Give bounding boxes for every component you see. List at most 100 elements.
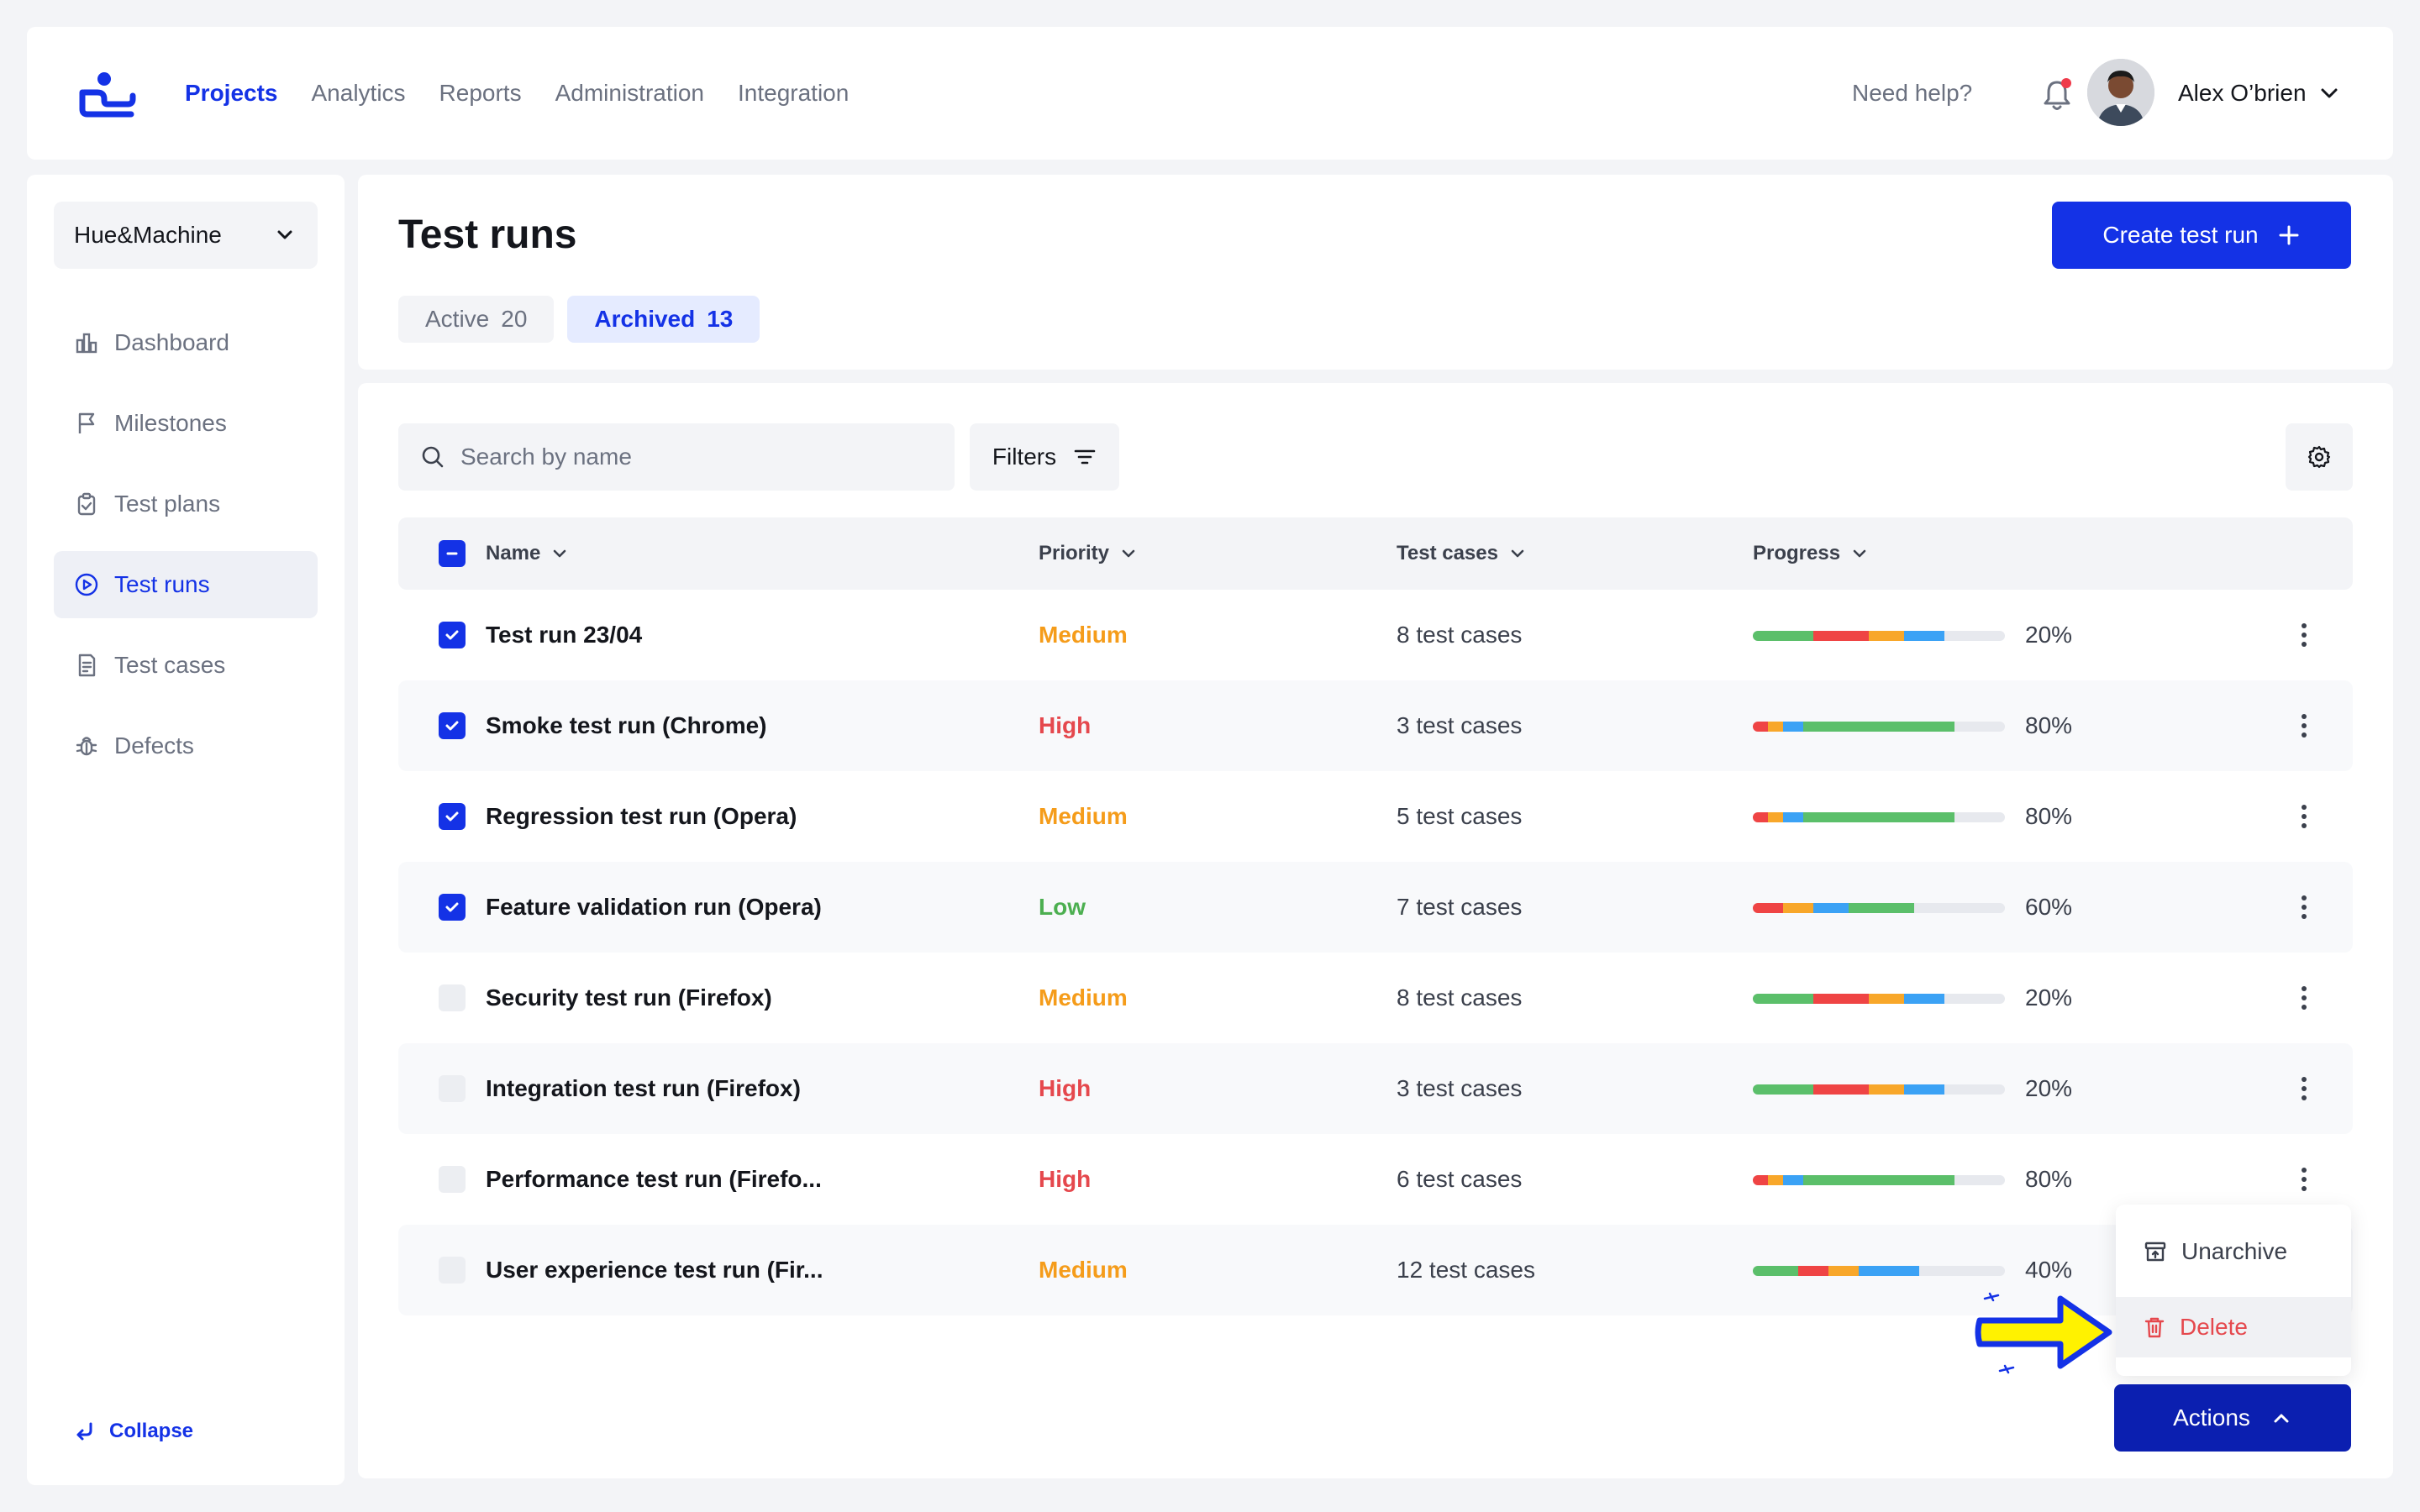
chevron-up-icon (2274, 1414, 2289, 1423)
document-icon (78, 654, 96, 677)
progress-percent: 20% (2025, 984, 2073, 1011)
row-more-button[interactable] (2289, 1074, 2319, 1104)
table-row[interactable]: Regression test run (Opera) Medium 5 test … (398, 771, 2353, 862)
user-avatar[interactable] (2087, 59, 2154, 126)
row-more-button[interactable] (2289, 892, 2319, 922)
row-checkbox[interactable] (439, 803, 466, 830)
run-name[interactable]: Security test run (Firefox) (486, 984, 772, 1011)
run-name[interactable]: User experience test run (Fir... (486, 1257, 823, 1283)
table-row[interactable]: Integration test run (Firefox) High 3 test… (398, 1043, 2353, 1134)
filters-label: Filters (992, 444, 1057, 470)
notification-bell-icon[interactable] (2037, 74, 2077, 114)
row-more-button[interactable] (2289, 711, 2319, 741)
row-checkbox[interactable] (439, 984, 466, 1011)
tab-active[interactable]: Active 20 (398, 296, 555, 343)
row-more-button[interactable] (2289, 620, 2319, 650)
run-name[interactable]: Performance test run (Firefo... (486, 1166, 822, 1192)
run-name[interactable]: Integration test run (Firefox) (486, 1075, 801, 1101)
progress-bar (1753, 812, 2005, 822)
run-name[interactable]: Regression test run (Opera) (486, 803, 797, 829)
select-all-checkbox[interactable] (439, 540, 466, 567)
table-row[interactable]: Security test run (Firefox) Medium 8 test … (398, 953, 2353, 1043)
sidebar-item-defects[interactable]: Defects (54, 712, 318, 780)
row-checkbox[interactable] (439, 1257, 466, 1284)
unarchive-menu-item[interactable]: Unarchive (2116, 1221, 2351, 1282)
progress-segment (1768, 722, 1783, 732)
sidebar-item-dashboard[interactable]: Dashboard (54, 309, 318, 376)
tab-count: 20 (501, 306, 528, 332)
priority-label: Medium (1039, 1257, 1128, 1283)
table-row[interactable]: Test run 23/04 Medium 8 test cases 20% (398, 590, 2353, 680)
delete-menu-item[interactable]: Delete (2116, 1297, 2351, 1357)
sidebar-item-milestones[interactable]: Milestones (54, 390, 318, 457)
row-checkbox[interactable] (439, 1166, 466, 1193)
progress-segment (1803, 812, 1954, 822)
sidebar-item-label: Defects (114, 732, 194, 759)
checkmark-icon (445, 902, 459, 912)
column-header-test-cases[interactable]: Test cases (1397, 517, 1527, 590)
bug-icon (76, 737, 97, 756)
column-header-progress[interactable]: Progress (1753, 517, 1869, 590)
row-more-button[interactable] (2289, 983, 2319, 1013)
nav-projects[interactable]: Projects (185, 80, 278, 106)
sidebar-item-test-cases[interactable]: Test cases (54, 632, 318, 699)
nav-integration[interactable]: Integration (738, 80, 850, 106)
sidebar-item-test-plans[interactable]: Test plans (54, 470, 318, 538)
more-vertical-icon (2302, 623, 2307, 647)
trash-icon (2144, 1317, 2165, 1338)
row-checkbox[interactable] (439, 712, 466, 739)
avatar-photo-icon (2087, 59, 2154, 126)
search-icon (422, 446, 444, 468)
nav-analytics[interactable]: Analytics (311, 80, 406, 106)
help-link[interactable]: Need help? (1852, 80, 1973, 106)
nav-administration[interactable]: Administration (555, 80, 704, 106)
flag-icon (78, 412, 95, 433)
run-name[interactable]: Feature validation run (Opera) (486, 894, 822, 920)
test-case-count: 8 test cases (1397, 622, 1523, 648)
column-header-priority[interactable]: Priority (1039, 517, 1138, 590)
run-name[interactable]: Smoke test run (Chrome) (486, 712, 767, 738)
table-settings-button[interactable] (2286, 423, 2353, 491)
sidebar-menu: Dashboard Milestones Test plans Test run… (54, 309, 318, 793)
table-row[interactable]: Performance test run (Firefo... High 6 tes… (398, 1134, 2353, 1225)
table-row[interactable]: Smoke test run (Chrome) High 3 test cases 8… (398, 680, 2353, 771)
row-checkbox[interactable] (439, 622, 466, 648)
tab-archived[interactable]: Archived 13 (567, 296, 760, 343)
more-vertical-icon (2302, 1077, 2307, 1100)
run-name[interactable]: Test run 23/04 (486, 622, 643, 648)
test-case-count: 9 test cases (1397, 1315, 1522, 1329)
progress-segment (1753, 631, 1813, 641)
run-name[interactable]: Database integrity run (Ch... (486, 1315, 799, 1329)
progress-bar (1753, 1175, 2005, 1185)
column-label: Name (486, 542, 541, 564)
search-input[interactable] (460, 444, 931, 470)
progress-segment (1753, 812, 1768, 822)
column-header-name[interactable]: Name (486, 517, 569, 590)
progress-segment (1813, 994, 1869, 1004)
table-row[interactable]: Feature validation run (Opera) Low 7 test … (398, 862, 2353, 953)
select-all[interactable] (439, 517, 466, 590)
sidebar-item-test-runs[interactable]: Test runs (54, 551, 318, 618)
nav-reports[interactable]: Reports (439, 80, 522, 106)
user-menu[interactable]: Alex O’brien (2178, 27, 2340, 160)
workspace-select[interactable]: Hue&Machine (54, 202, 318, 269)
actions-button[interactable]: Actions (2114, 1384, 2351, 1452)
table-row[interactable]: User experience test run (Fir... Medium 12… (398, 1225, 2353, 1315)
progress-percent: 80% (2025, 803, 2073, 829)
row-checkbox[interactable] (439, 894, 466, 921)
sidebar-item-label: Dashboard (114, 329, 229, 355)
test-case-count: 5 test cases (1397, 803, 1523, 829)
app-logo-icon[interactable] (77, 71, 141, 118)
progress-segment (1783, 722, 1803, 732)
create-test-run-button[interactable]: Create test run (2052, 202, 2351, 269)
test-case-count: 7 test cases (1397, 894, 1523, 920)
collapse-button[interactable]: Collapse (74, 1420, 193, 1443)
row-more-button[interactable] (2289, 1164, 2319, 1194)
priority-label: Low (1039, 1315, 1086, 1329)
row-more-button[interactable] (2289, 801, 2319, 832)
page-title: Test runs (398, 213, 577, 257)
row-checkbox[interactable] (439, 1075, 466, 1102)
play-circle-icon (75, 573, 98, 596)
filters-button[interactable]: Filters (970, 423, 1119, 491)
progress-bar (1753, 1084, 2005, 1095)
